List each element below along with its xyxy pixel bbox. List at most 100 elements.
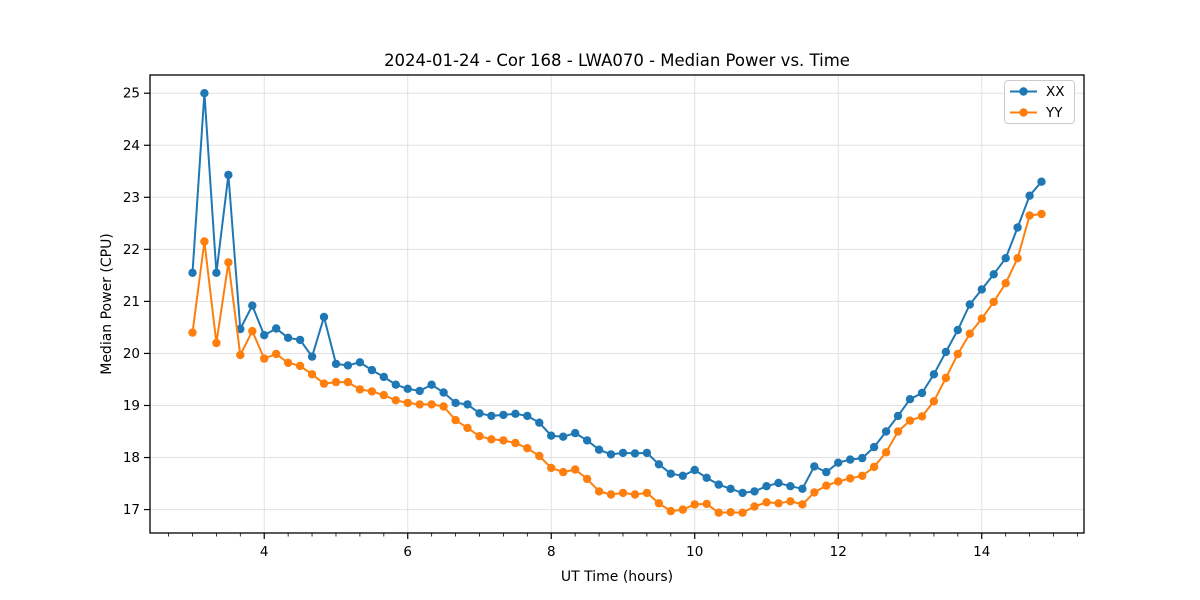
series-xx-marker bbox=[260, 331, 269, 340]
legend-label: XX bbox=[1046, 84, 1065, 100]
series-yy-marker bbox=[798, 500, 807, 509]
y-tick-label: 24 bbox=[123, 138, 140, 154]
series-xx-marker bbox=[726, 484, 735, 493]
series-yy-marker bbox=[582, 474, 592, 484]
series-xx-marker bbox=[451, 398, 460, 408]
series-yy-marker bbox=[260, 354, 269, 363]
series-yy-marker bbox=[858, 471, 867, 480]
series-yy-marker bbox=[869, 462, 879, 472]
series-yy-marker bbox=[415, 400, 424, 409]
series-yy-marker bbox=[1013, 254, 1022, 263]
series-yy bbox=[188, 209, 1046, 517]
series-yy-marker bbox=[846, 474, 855, 483]
y-axis-label: Median Power (CPU) bbox=[99, 233, 115, 375]
series-yy-marker bbox=[690, 500, 699, 509]
series-yy-marker bbox=[750, 502, 759, 511]
series-xx-marker bbox=[762, 482, 771, 491]
series-yy-marker bbox=[224, 258, 233, 267]
series-xx-marker bbox=[295, 335, 305, 345]
series-xx-marker bbox=[463, 400, 472, 409]
series-xx-marker bbox=[283, 333, 293, 342]
series-xx-marker bbox=[905, 395, 915, 404]
series-xx-marker bbox=[582, 436, 592, 445]
series-yy-marker bbox=[989, 297, 998, 307]
x-tick-label: 12 bbox=[830, 544, 847, 560]
series-yy-marker bbox=[1025, 211, 1034, 220]
series-yy-marker bbox=[523, 444, 532, 453]
series-yy-marker bbox=[941, 373, 951, 383]
series-xx-marker bbox=[403, 384, 412, 393]
series-yy-line bbox=[191, 213, 1043, 514]
series-xx-marker bbox=[834, 458, 843, 467]
series-yy-marker bbox=[200, 237, 209, 246]
series-xx-marker bbox=[690, 465, 699, 475]
series-xx-marker bbox=[1025, 191, 1034, 200]
series-yy-marker bbox=[822, 481, 831, 490]
series-xx-marker bbox=[188, 268, 197, 277]
series-xx-marker bbox=[666, 469, 675, 478]
series-xx-marker bbox=[929, 370, 939, 379]
y-tick-label: 23 bbox=[123, 190, 140, 206]
series-yy-marker bbox=[929, 397, 939, 406]
series-yy-marker bbox=[451, 415, 460, 425]
series-xx-marker bbox=[391, 380, 400, 389]
series-xx-marker bbox=[881, 427, 891, 436]
series-yy-marker bbox=[343, 377, 353, 387]
series-yy-marker bbox=[1037, 209, 1046, 219]
series-xx-marker bbox=[630, 449, 640, 458]
series-yy-marker bbox=[630, 490, 640, 499]
series-xx-marker bbox=[774, 478, 783, 488]
series-yy-marker bbox=[834, 477, 843, 486]
series-yy-marker bbox=[594, 487, 604, 496]
x-tick-label: 4 bbox=[260, 544, 269, 560]
series-xx-marker bbox=[798, 484, 807, 493]
series-xx-marker bbox=[822, 467, 831, 477]
x-axis-label: UT Time (hours) bbox=[561, 569, 673, 585]
series-xx-marker bbox=[272, 324, 281, 333]
series-yy-marker bbox=[427, 400, 436, 409]
series-yy-marker bbox=[618, 488, 628, 498]
series-xx-marker bbox=[475, 409, 484, 418]
series-xx-marker bbox=[702, 473, 711, 482]
series-xx-marker bbox=[499, 410, 508, 420]
series-yy-marker bbox=[642, 488, 652, 498]
series-yy-marker bbox=[487, 435, 496, 444]
series-xx-marker bbox=[415, 386, 424, 396]
series-yy-marker bbox=[439, 402, 448, 411]
series-yy-marker bbox=[678, 505, 687, 514]
series-xx-marker bbox=[941, 347, 951, 357]
series-xx-marker bbox=[618, 448, 628, 458]
series-xx-marker bbox=[858, 453, 867, 463]
series-yy-marker bbox=[499, 436, 508, 445]
series-xx-marker bbox=[511, 409, 520, 418]
series-yy-marker bbox=[738, 508, 747, 517]
series-yy-marker bbox=[726, 508, 735, 517]
series-yy-marker bbox=[917, 412, 927, 421]
legend: XX YY bbox=[1004, 80, 1075, 124]
series-xx-marker bbox=[1013, 223, 1022, 232]
series-xx-line bbox=[191, 92, 1043, 494]
series-xx-marker bbox=[606, 450, 616, 459]
series-xx-marker bbox=[523, 411, 532, 421]
series-yy-marker bbox=[188, 328, 197, 337]
series-yy-marker bbox=[905, 416, 915, 425]
y-tick-label: 21 bbox=[123, 294, 140, 310]
series-yy-marker bbox=[559, 467, 568, 477]
series-xx-marker bbox=[439, 388, 448, 397]
series-xx-marker bbox=[965, 300, 974, 309]
series-yy-marker bbox=[893, 427, 903, 436]
y-tick-label: 18 bbox=[123, 450, 140, 466]
x-tick-label: 8 bbox=[547, 544, 556, 560]
x-tick-label: 14 bbox=[973, 544, 990, 560]
series-xx-marker bbox=[714, 480, 723, 489]
series-yy-marker bbox=[272, 349, 281, 359]
series-yy-marker bbox=[547, 463, 556, 473]
series-xx-marker bbox=[319, 312, 329, 322]
series-xx-marker bbox=[1037, 177, 1046, 186]
series-xx-marker bbox=[738, 488, 747, 498]
series-xx-marker bbox=[487, 411, 496, 421]
series-yy-marker bbox=[283, 358, 293, 367]
axis-ticks bbox=[144, 92, 1078, 539]
series-xx-marker bbox=[810, 462, 819, 471]
x-tick-label: 6 bbox=[403, 544, 412, 560]
